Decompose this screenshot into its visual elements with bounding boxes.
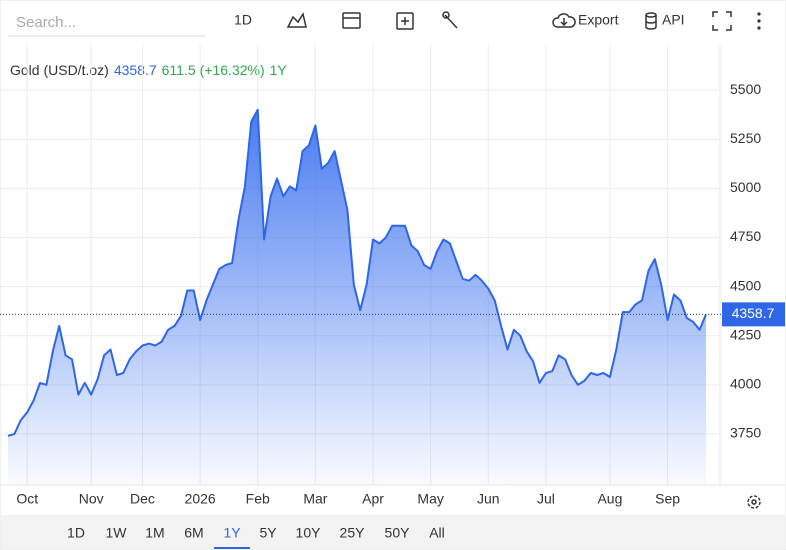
x-tick-label: Feb — [246, 491, 270, 507]
range-button[interactable]: 5Y — [259, 525, 277, 541]
range-button[interactable]: 50Y — [385, 525, 411, 541]
chart-settings-button[interactable] — [747, 495, 761, 509]
x-tick-label: Jul — [537, 491, 555, 507]
range-button[interactable]: 6M — [184, 525, 203, 541]
calendar-button[interactable] — [342, 12, 361, 29]
export-button[interactable]: Export — [552, 12, 619, 28]
chart-header: Gold (USD/t.oz) 4358.7 611.5 (+16.32%) 1Y — [10, 62, 287, 78]
change-pct: (+16.32%) — [200, 62, 265, 78]
x-tick-label: Mar — [303, 491, 327, 507]
x-tick-label: Jun — [477, 491, 500, 507]
y-tick-label: 5000 — [730, 179, 761, 195]
range-button[interactable]: 10Y — [296, 525, 322, 541]
range-label: 1W — [106, 525, 128, 541]
plot: 3750 4000 4250 4500 4750 5000 5250 5500 Oct Nov De… — [0, 45, 785, 507]
range-button[interactable]: All — [429, 525, 445, 541]
range-button[interactable]: 25Y — [340, 525, 366, 541]
range-button[interactable]: 1Y — [214, 525, 250, 549]
range-label: 5Y — [259, 525, 277, 541]
fullscreen-button[interactable] — [712, 11, 732, 31]
range-label: 50Y — [385, 525, 411, 541]
price-line — [7, 108, 707, 437]
range-label: 25Y — [340, 525, 366, 541]
change: 611.5 — [162, 62, 196, 78]
api-label: API — [662, 12, 685, 28]
x-tick-label: Apr — [362, 491, 384, 507]
x-tick-label: 2026 — [185, 491, 216, 507]
x-tick-label: May — [417, 491, 443, 507]
range-label: 10Y — [296, 525, 322, 541]
settings-tool-button[interactable] — [442, 11, 458, 29]
y-tick-label: 4250 — [730, 326, 761, 342]
y-tick-label: 4000 — [730, 376, 761, 392]
interval-button[interactable]: 1D — [234, 12, 252, 28]
chart-title: Gold (USD/t.oz) — [10, 62, 109, 78]
y-tick-label: 4500 — [730, 277, 761, 293]
range-bar — [1, 515, 785, 549]
y-tick-label: 5500 — [730, 81, 761, 97]
last-price: 4358.7 — [114, 62, 157, 78]
period: 1Y — [270, 62, 288, 78]
last-price-tag-label: 4358.7 — [732, 305, 775, 321]
range-label: All — [429, 525, 445, 541]
y-tick-label: 4750 — [730, 228, 761, 244]
x-tick-label: Sep — [655, 491, 680, 507]
range-label: 1Y — [223, 525, 241, 541]
search-box[interactable]: Search... — [8, 14, 206, 37]
add-button[interactable] — [396, 12, 414, 30]
y-tick-label: 5250 — [730, 130, 761, 146]
api-button[interactable]: API — [645, 12, 685, 30]
x-tick-label: Dec — [130, 491, 155, 507]
range-button[interactable]: 1W — [106, 525, 128, 541]
search-placeholder: Search... — [16, 14, 76, 31]
x-tick-label: Oct — [16, 491, 38, 507]
x-tick-label: Aug — [597, 491, 622, 507]
range-label: 1M — [145, 525, 164, 541]
last-price-tag — [722, 302, 785, 327]
range-label: 6M — [184, 525, 203, 541]
range-button[interactable]: 1M — [145, 525, 164, 541]
range-button[interactable]: 1D — [67, 525, 85, 541]
x-tick-label: Nov — [79, 491, 104, 507]
menu-button[interactable] — [757, 12, 761, 30]
y-tick-label: 3750 — [730, 425, 761, 441]
range-label: 1D — [67, 525, 85, 541]
export-label: Export — [578, 12, 619, 28]
chart-type-button[interactable] — [286, 12, 307, 28]
